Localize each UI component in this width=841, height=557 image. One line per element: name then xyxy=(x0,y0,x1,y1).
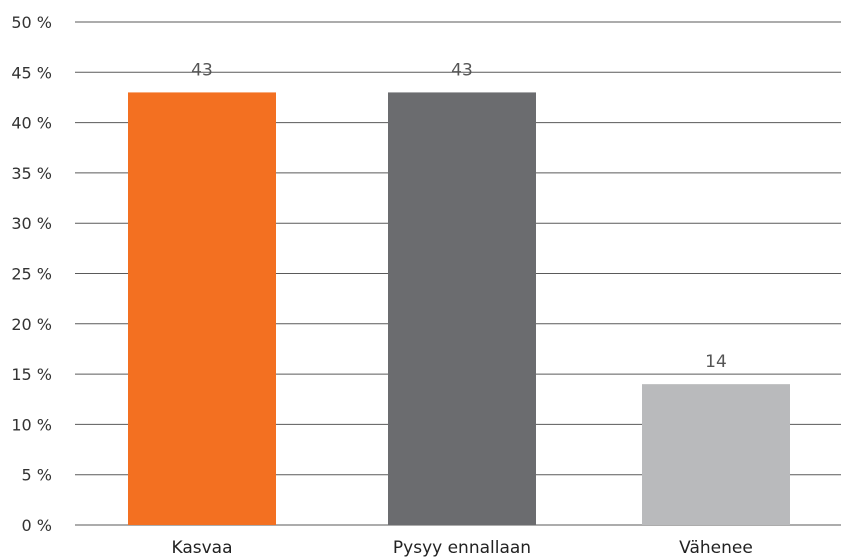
x-axis-categories: Kasvaa Pysyy ennallaan Vähenee xyxy=(171,538,752,557)
x-category-label: Pysyy ennallaan xyxy=(393,538,531,557)
y-tick-label: 35 % xyxy=(11,164,52,183)
y-tick-label: 50 % xyxy=(11,13,52,32)
y-tick-label: 45 % xyxy=(11,63,52,82)
y-tick-label: 0 % xyxy=(22,516,52,535)
bars xyxy=(128,92,790,526)
y-tick-label: 25 % xyxy=(11,265,52,284)
data-label: 14 xyxy=(705,352,727,372)
bar-kasvaa xyxy=(128,92,276,526)
y-tick-label: 30 % xyxy=(11,214,52,233)
y-axis-ticks: 0 % 5 % 10 % 15 % 20 % 25 % 30 % 35 % 40 % 45 % 50… xyxy=(11,13,52,535)
bar-pysyy-ennallaan xyxy=(388,92,536,526)
y-tick-label: 5 % xyxy=(22,466,52,485)
x-category-label: Vähenee xyxy=(679,538,753,557)
data-label: 43 xyxy=(451,60,473,80)
y-tick-label: 40 % xyxy=(11,114,52,133)
data-labels: 43 43 14 xyxy=(191,60,727,372)
y-tick-label: 15 % xyxy=(11,365,52,384)
y-tick-label: 20 % xyxy=(11,315,52,334)
bar-v-henee xyxy=(642,384,790,525)
x-category-label: Kasvaa xyxy=(171,538,232,557)
y-tick-label: 10 % xyxy=(11,415,52,434)
data-label: 43 xyxy=(191,60,213,80)
